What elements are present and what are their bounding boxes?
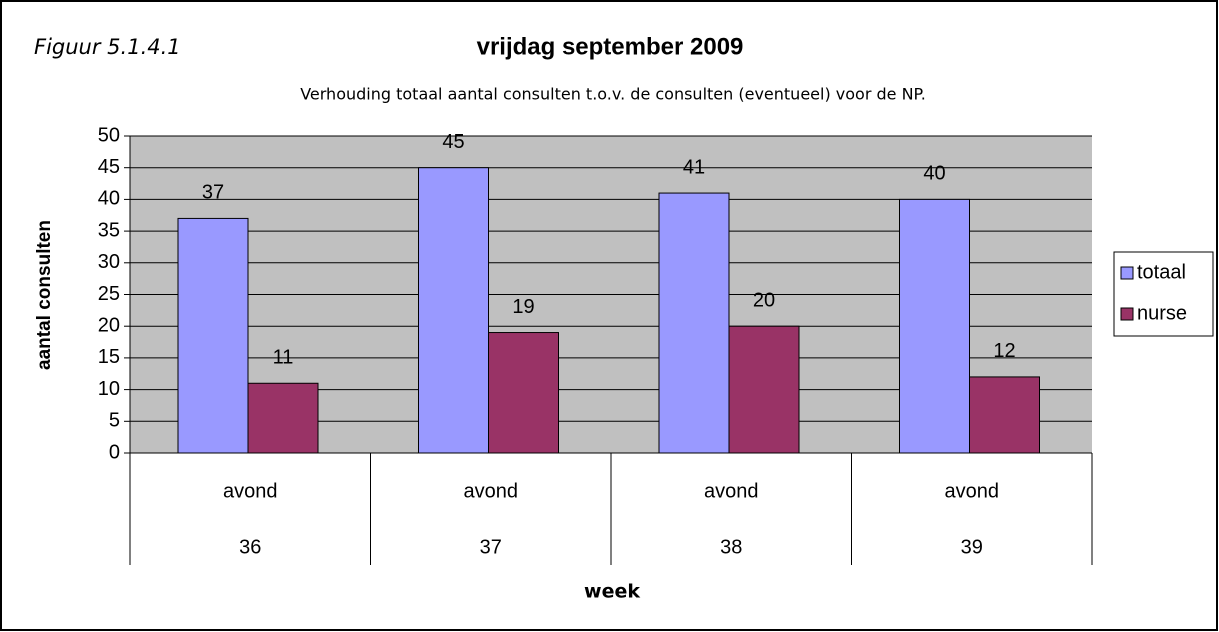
- data-label: 19: [512, 296, 534, 318]
- data-label: 41: [683, 156, 705, 178]
- legend-swatch: [1120, 307, 1134, 321]
- y-tick-label: 10: [98, 378, 120, 400]
- data-label: 20: [753, 289, 775, 311]
- bar: [177, 217, 249, 454]
- x-tick-label: avond: [223, 480, 278, 502]
- data-label: 12: [993, 340, 1015, 362]
- y-tick-label: 25: [98, 283, 120, 305]
- legend-swatch: [1120, 266, 1134, 280]
- legend-label: nurse: [1137, 302, 1187, 324]
- chart-title: vrijdag september 2009: [477, 33, 744, 60]
- bar: [418, 167, 489, 454]
- x-tick-label: avond: [704, 480, 759, 502]
- y-tick-label: 30: [98, 251, 120, 273]
- y-tick-label: 0: [109, 441, 120, 463]
- data-label: 37: [202, 182, 224, 204]
- chart-subtitle: Verhouding totaal aantal consulten t.o.v…: [300, 85, 926, 104]
- data-label: 40: [923, 163, 945, 185]
- x-tick-label: avond: [464, 480, 519, 502]
- legend-label: totaal: [1137, 261, 1186, 283]
- bar: [969, 376, 1040, 454]
- y-tick-label: 45: [98, 156, 120, 178]
- y-tick-label: 15: [98, 346, 120, 368]
- figure-label: Figuur 5.1.4.1: [34, 35, 181, 59]
- bar: [488, 332, 559, 454]
- bar: [658, 192, 730, 454]
- bar: [899, 198, 970, 454]
- x-group-label: 39: [961, 536, 983, 558]
- x-tick-label: avond: [945, 480, 1000, 502]
- legend: [1113, 251, 1214, 337]
- y-tick-label: 35: [98, 219, 120, 241]
- y-tick-label: 40: [98, 188, 120, 210]
- bar: [247, 382, 319, 454]
- y-tick-label: 5: [109, 410, 120, 432]
- data-label: 45: [442, 131, 464, 153]
- y-axis-title: aantal consulten: [34, 220, 55, 370]
- x-group-label: 38: [720, 536, 742, 558]
- y-tick-label: 50: [98, 124, 120, 146]
- bar: [728, 325, 800, 454]
- data-label: 11: [273, 347, 294, 369]
- x-group-label: 36: [239, 536, 261, 558]
- y-tick-label: 20: [98, 314, 120, 336]
- x-group-label: 37: [480, 536, 502, 558]
- x-axis-title: week: [584, 581, 640, 603]
